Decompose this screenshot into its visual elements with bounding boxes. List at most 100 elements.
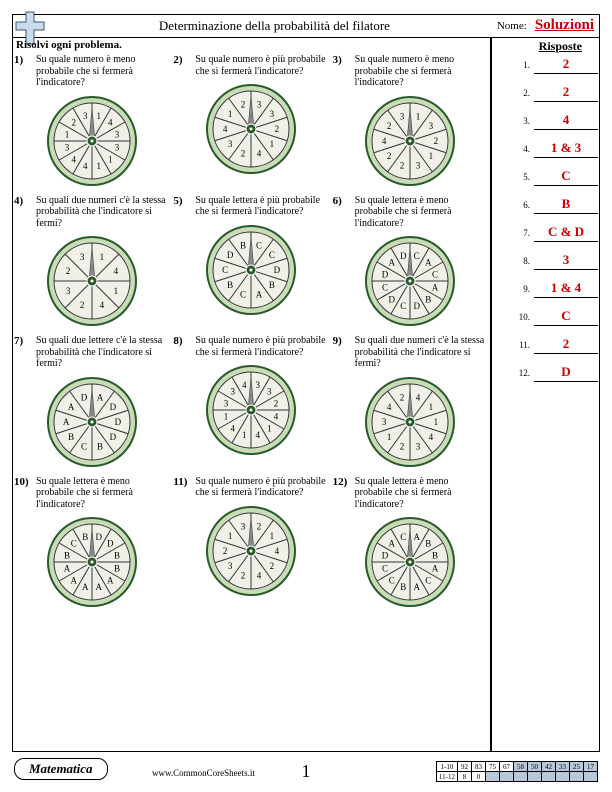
svg-text:4: 4	[71, 154, 76, 164]
svg-text:3: 3	[416, 441, 421, 451]
svg-text:4: 4	[113, 266, 118, 276]
svg-text:A: A	[389, 539, 396, 549]
svg-text:4: 4	[416, 392, 421, 402]
svg-text:B: B	[114, 550, 120, 560]
answer-value: D	[534, 364, 598, 382]
svg-text:2: 2	[274, 398, 279, 408]
answer-value: 3	[534, 252, 598, 270]
svg-text:4: 4	[223, 124, 228, 134]
svg-text:D: D	[80, 392, 87, 402]
svg-text:4: 4	[429, 432, 434, 442]
svg-text:A: A	[414, 582, 421, 592]
answer-number: 4.	[516, 144, 530, 154]
problem: 10)Su quale lettera è meno probabile che…	[14, 476, 169, 611]
svg-text:C: C	[414, 251, 420, 261]
svg-text:2: 2	[80, 300, 85, 310]
svg-text:A: A	[95, 582, 102, 592]
solutions-label: Soluzioni	[535, 17, 594, 34]
problem-text: Su quale lettera è più probabile che si …	[195, 195, 328, 218]
svg-text:B: B	[401, 582, 407, 592]
svg-text:3: 3	[267, 387, 272, 397]
problem-number: 8)	[173, 335, 191, 358]
svg-text:4: 4	[257, 570, 262, 580]
problem-number: 12)	[333, 476, 351, 511]
svg-text:4: 4	[257, 149, 262, 159]
svg-text:A: A	[82, 582, 89, 592]
svg-text:3: 3	[416, 160, 421, 170]
svg-text:1: 1	[267, 423, 272, 433]
svg-text:C: C	[432, 269, 438, 279]
svg-text:C: C	[222, 265, 228, 275]
svg-text:3: 3	[114, 142, 119, 152]
svg-text:D: D	[382, 550, 389, 560]
svg-text:D: D	[109, 432, 116, 442]
svg-text:1: 1	[108, 154, 113, 164]
svg-text:2: 2	[71, 117, 76, 127]
answer-row: 12. D	[516, 364, 598, 382]
problem-text: Su quale numero è meno probabile che si …	[36, 54, 169, 89]
problem-text: Su quali due lettere c'è la stessa proba…	[36, 335, 169, 370]
score-cell: 17	[584, 762, 598, 772]
svg-text:2: 2	[270, 561, 275, 571]
svg-text:C: C	[401, 301, 407, 311]
svg-text:1: 1	[270, 530, 275, 540]
answers-header: Risposte	[539, 39, 582, 54]
score-cell: 8	[458, 772, 472, 782]
svg-text:4: 4	[274, 412, 279, 422]
svg-text:D: D	[227, 249, 234, 259]
spinner: CACABDCDCDAD	[333, 233, 488, 329]
svg-text:4: 4	[83, 160, 88, 170]
footer: Matematica www.CommonCoreSheets.it 1 1-1…	[12, 754, 600, 784]
svg-text:1: 1	[99, 252, 104, 262]
score-cell	[542, 772, 556, 782]
svg-text:A: A	[256, 289, 263, 299]
svg-text:A: A	[68, 401, 75, 411]
score-cell	[528, 772, 542, 782]
svg-text:C: C	[70, 539, 76, 549]
svg-text:D: D	[274, 265, 281, 275]
answer-number: 1.	[516, 60, 530, 70]
svg-text:4: 4	[99, 300, 104, 310]
svg-text:2: 2	[400, 441, 405, 451]
score-cell	[570, 772, 584, 782]
problem-number: 4)	[14, 195, 32, 230]
svg-text:1: 1	[228, 530, 233, 540]
problem: 6)Su quale lettera è meno probabile che …	[333, 195, 488, 330]
answer-row: 10.C	[516, 308, 598, 326]
svg-text:1: 1	[434, 417, 439, 427]
header: Determinazione della probabilità del fil…	[12, 14, 600, 38]
score-cell: 33	[556, 762, 570, 772]
svg-text:2: 2	[241, 149, 246, 159]
problem-number: 6)	[333, 195, 351, 230]
svg-text:3: 3	[241, 521, 246, 531]
svg-text:4: 4	[242, 380, 247, 390]
svg-text:D: D	[382, 269, 389, 279]
answer-number: 10.	[516, 312, 530, 322]
answer-row: 6.B	[516, 196, 598, 214]
svg-text:2: 2	[387, 120, 392, 130]
problem: 8)Su quale numero è più probabile che si…	[173, 335, 328, 470]
spinner: 143311443123	[14, 93, 169, 189]
svg-text:3: 3	[83, 111, 88, 121]
svg-text:4: 4	[275, 546, 280, 556]
score-cell: 50	[528, 762, 542, 772]
answer-number: 11.	[516, 340, 530, 350]
score-cell	[584, 772, 598, 782]
svg-text:A: A	[96, 392, 103, 402]
problem-text: Su quali due numeri c'è la stessa probab…	[355, 335, 488, 370]
answer-value: 1 & 3	[534, 140, 598, 158]
problem-text: Su quali due numeri c'è la stessa probab…	[36, 195, 169, 230]
score-cell: 0	[472, 772, 486, 782]
score-cell: 58	[514, 762, 528, 772]
answer-number: 12.	[516, 368, 530, 378]
svg-text:B: B	[68, 432, 74, 442]
spinner: DDBBAAAAABCB	[14, 514, 169, 610]
svg-text:2: 2	[241, 570, 246, 580]
svg-text:2: 2	[241, 99, 246, 109]
answer-row: 7.C & D	[516, 224, 598, 242]
svg-text:3: 3	[80, 252, 85, 262]
svg-text:2: 2	[66, 266, 71, 276]
svg-text:B: B	[97, 441, 103, 451]
problem-number: 9)	[333, 335, 351, 370]
vertical-divider	[490, 38, 492, 752]
